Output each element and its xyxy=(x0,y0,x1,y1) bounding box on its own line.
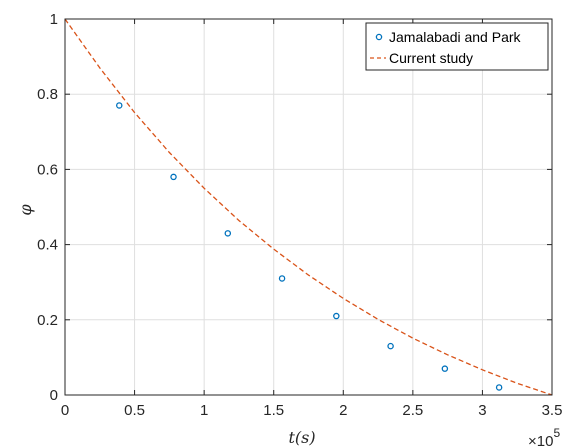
y-tick-label: 0.2 xyxy=(37,312,58,329)
x-multiplier-base: ×10 xyxy=(528,433,553,448)
data-point-jamalabadi xyxy=(441,365,449,372)
x-multiplier: ×105 xyxy=(528,426,560,448)
data-point-jamalabadi xyxy=(333,312,340,320)
y-tick-label: 1 xyxy=(50,11,58,28)
legend-box xyxy=(365,22,549,71)
y-tick-label: 0 xyxy=(50,387,58,404)
svg-text:×105: ×105 xyxy=(528,426,560,448)
data-point-jamalabadi xyxy=(224,230,232,237)
x-tick-label: 2 xyxy=(339,402,347,419)
x-tick-label: 2.5 xyxy=(402,402,423,419)
x-tick-label: 3 xyxy=(478,402,486,419)
x-tick-label: 3.5 xyxy=(542,402,563,419)
y-tick-label: 0.4 xyxy=(37,237,58,254)
ticks: 0 0.5 1 1.5 2 2.5 3 3.5 0 0.2 0.4 0.6 0.8 1 xyxy=(37,11,562,419)
x-tick-label: 1.5 xyxy=(263,402,284,419)
x-axis-label: t(s) xyxy=(288,428,315,447)
data-point-jamalabadi xyxy=(170,173,177,181)
axes-box xyxy=(64,18,553,396)
data-point-jamalabadi xyxy=(116,102,123,109)
y-tick-label: 0.6 xyxy=(37,161,58,178)
y-axis-label: φ xyxy=(16,204,35,216)
x-tick-label: 0 xyxy=(61,402,69,419)
x-tick-label: 1 xyxy=(200,402,208,419)
x-tick-label: 0.5 xyxy=(124,402,145,419)
grid xyxy=(65,19,552,395)
x-multiplier-exponent: 5 xyxy=(553,426,560,440)
legend-label-jamalabadi: Jamalabadi and Park xyxy=(389,29,522,45)
data-point-jamalabadi xyxy=(278,275,286,282)
data-point-jamalabadi xyxy=(387,342,394,350)
legend-marker-jamalabadi xyxy=(375,33,383,41)
current-study-line xyxy=(64,18,553,396)
data-point-jamalabadi xyxy=(495,384,503,391)
series-layer xyxy=(64,18,553,396)
plot-area xyxy=(65,19,552,395)
legend: Jamalabadi and Park Current study xyxy=(365,22,549,71)
y-tick-label: 0.8 xyxy=(37,86,58,103)
legend-label-current-study: Current study xyxy=(389,50,473,66)
